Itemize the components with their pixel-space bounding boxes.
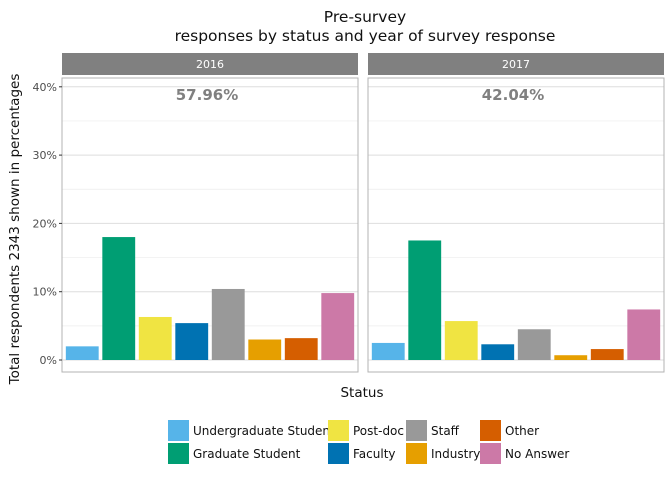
bar-no-answer [321,293,355,360]
bar-faculty [481,344,515,360]
legend-label: Undergraduate Student [193,424,335,438]
y-tick-label: 20% [33,217,57,230]
legend-key [168,443,189,464]
x-axis-title: Status [340,385,383,401]
facet-strip-label: 2017 [502,58,530,71]
legend-item: Faculty [328,443,396,464]
legend-label: Faculty [353,447,396,461]
bar-undergraduate-student [371,342,405,360]
bar-staff [517,329,551,360]
bar-post-doc [444,321,478,360]
facet-strip [62,53,358,75]
bar-other [590,349,624,360]
legend-label: Staff [431,424,460,438]
y-tick-label: 10% [33,286,57,299]
bar-graduate-student [102,237,136,360]
chart-subtitle: responses by status and year of survey r… [175,27,556,45]
panel-border [61,77,359,373]
bar-faculty [175,323,209,360]
legend-label: No Answer [505,447,569,461]
legend-key [480,443,501,464]
legend-key [406,443,427,464]
legend-key [328,420,349,441]
legend-item: Staff [406,420,460,441]
legend-label: Graduate Student [193,447,301,461]
legend-item: Post-doc [328,420,404,441]
y-tick-label: 30% [33,149,57,162]
bar-staff [211,288,245,360]
facet-strip-label: 2016 [196,58,224,71]
panel-2017: 2017 42.04% [367,53,665,373]
legend-label: Post-doc [353,424,404,438]
legend-item: No Answer [480,443,569,464]
y-axis-title: Total respondents 2343 shown in percenta… [7,74,23,386]
panel-2016: 2016 57.96% [61,53,359,373]
legend-key [328,443,349,464]
legend: Undergraduate Student Graduate Student Pos… [168,420,569,464]
panel-percentage-label: 57.96% [176,86,238,104]
bar-industry [248,339,282,360]
bar-post-doc [138,316,172,360]
legend-item: Industry [406,443,480,464]
facet-panels: 2016 57.96% 0% 10% 20% 30% 40% 2017 42.04% [33,53,665,373]
y-tick-label: 40% [33,81,57,94]
legend-item: Graduate Student [168,443,301,464]
legend-key [168,420,189,441]
bar-no-answer [627,309,661,360]
panel-percentage-label: 42.04% [482,86,544,104]
y-tick-label: 0% [40,354,57,367]
legend-label: Other [505,424,539,438]
bar-other [284,338,318,360]
legend-item: Other [480,420,539,441]
legend-item: Undergraduate Student [168,420,335,441]
panel-border [367,77,665,373]
legend-label: Industry [431,447,480,461]
bar-industry [554,355,588,360]
bar-graduate-student [408,240,442,360]
chart-title: Pre-survey [324,8,406,26]
facet-strip [368,53,664,75]
legend-key [480,420,501,441]
bar-undergraduate-student [65,346,99,360]
legend-key [406,420,427,441]
